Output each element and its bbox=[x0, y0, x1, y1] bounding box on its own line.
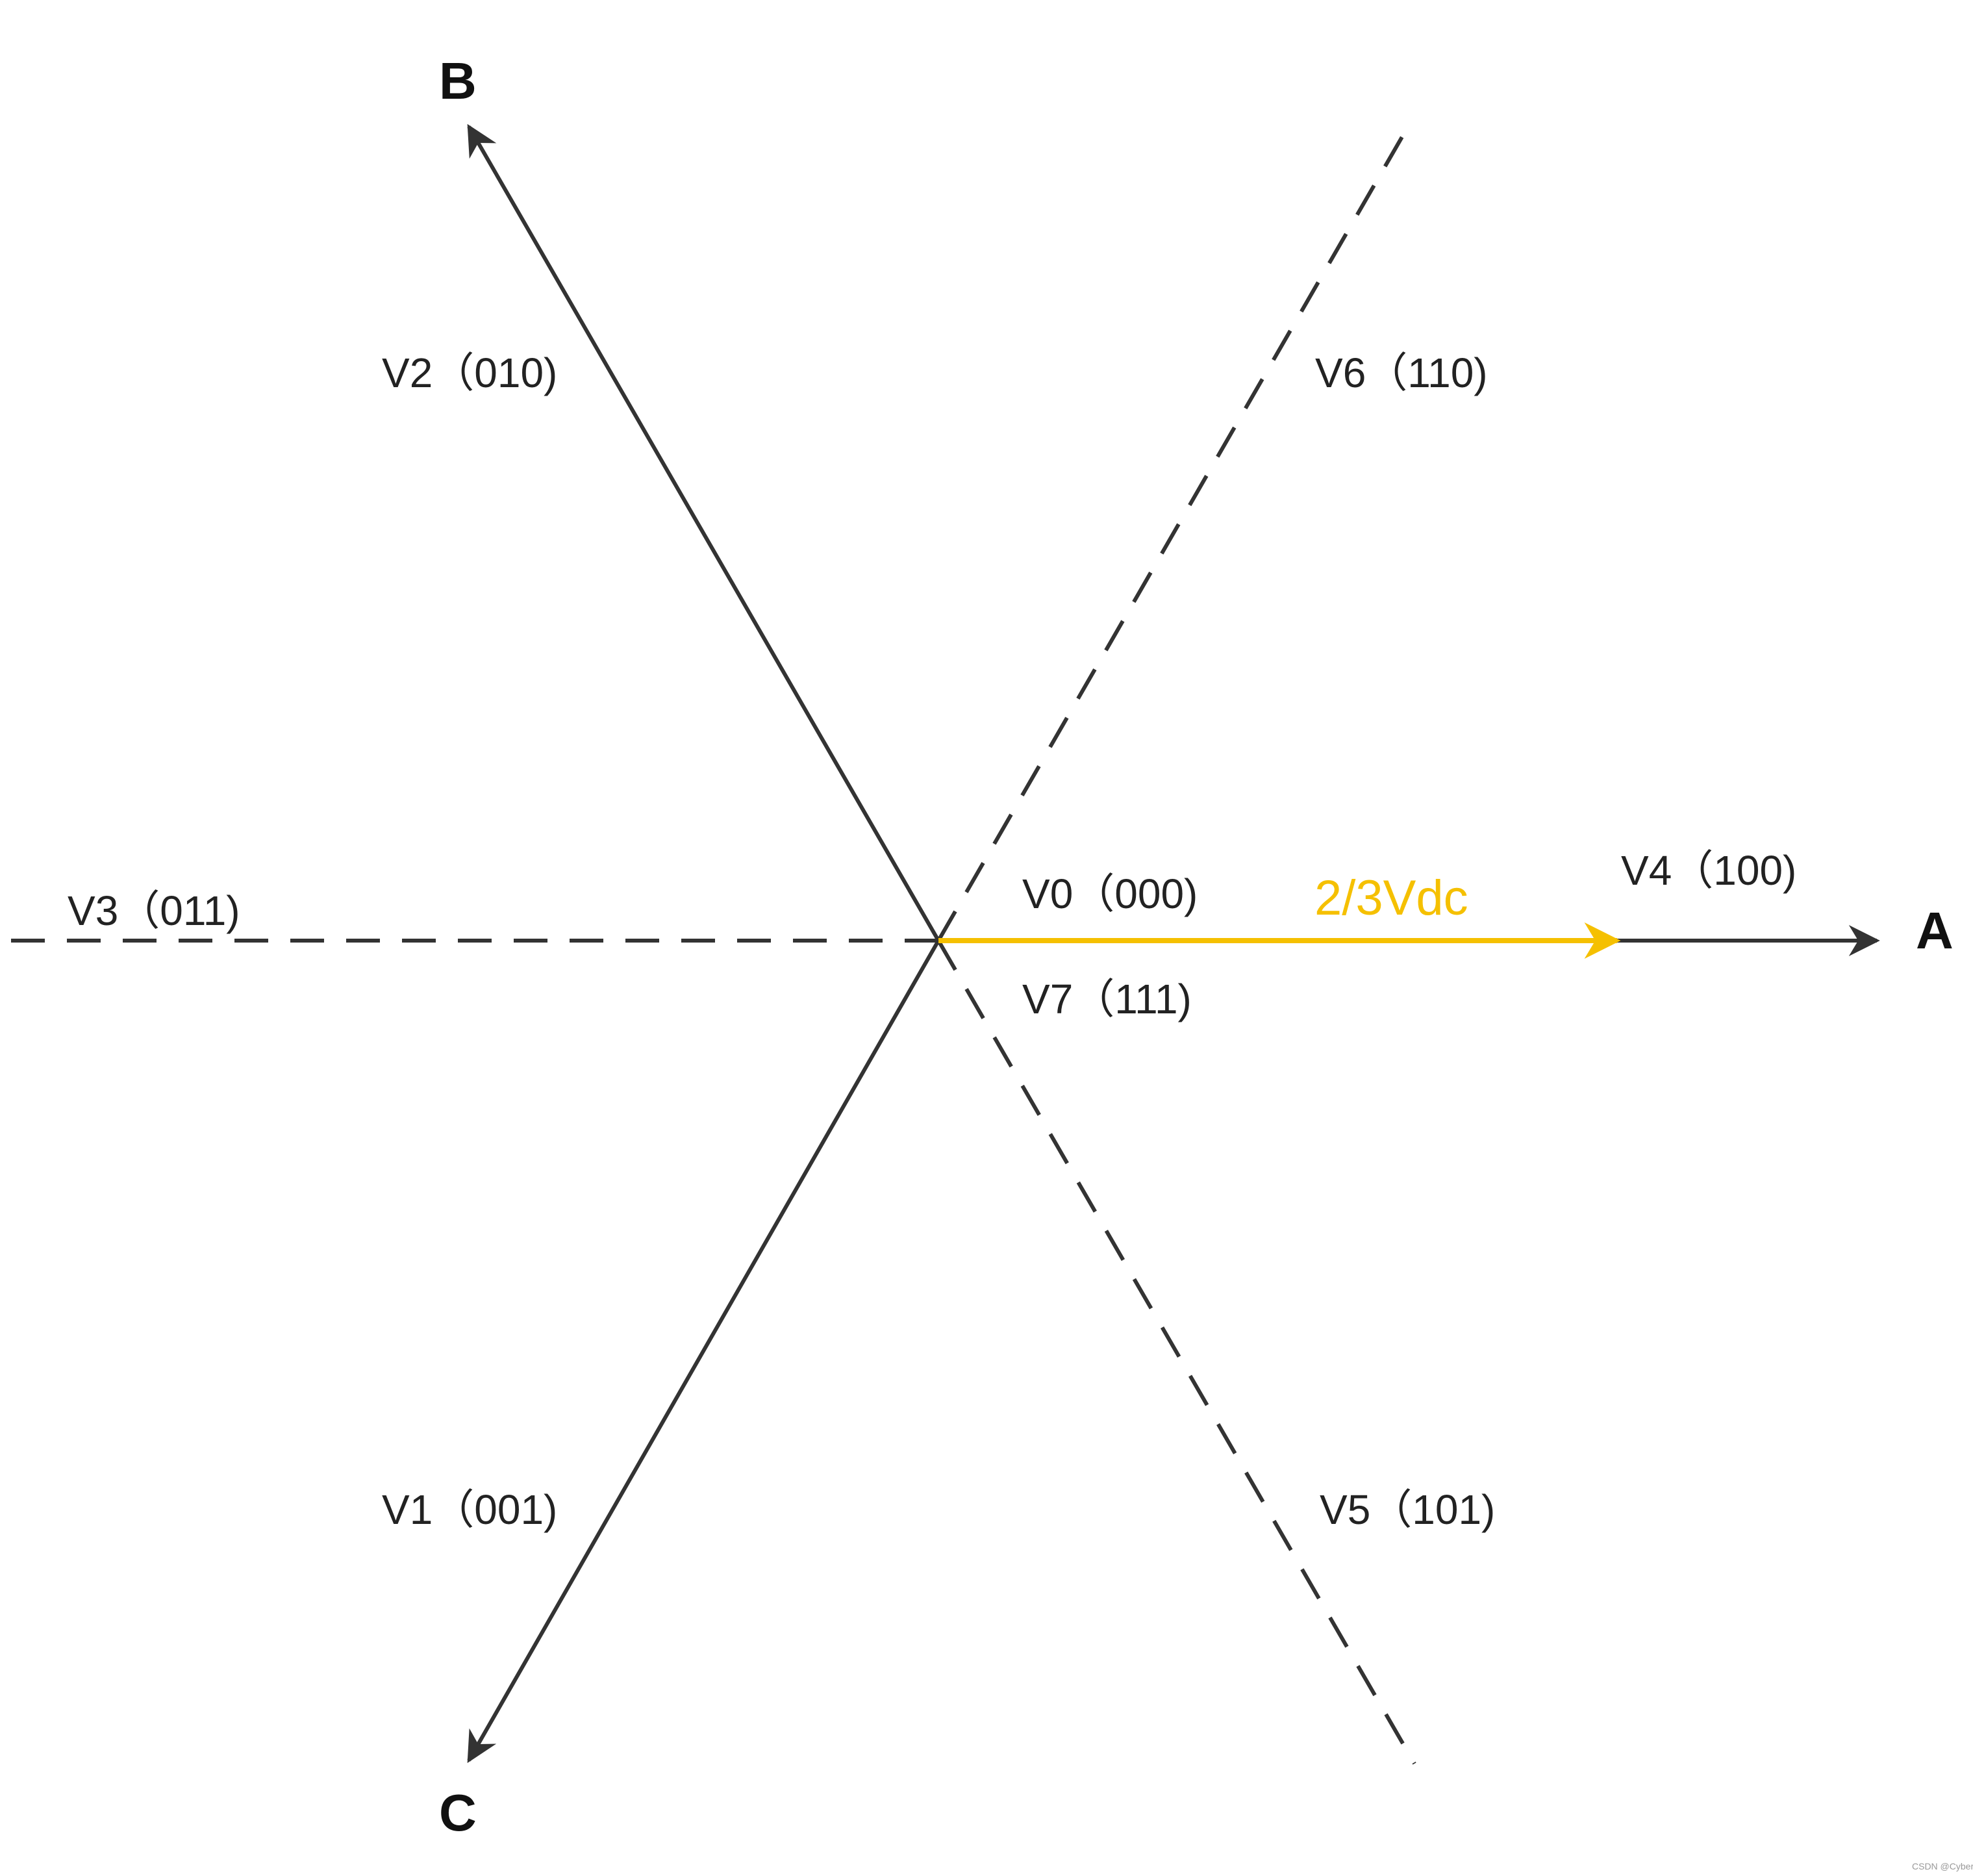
vector-label-v0: V0（000) bbox=[1022, 870, 1198, 917]
dashed-axis-negative-c bbox=[936, 125, 1410, 942]
vector-label-v1: V1（001) bbox=[382, 1486, 557, 1533]
axis-c-label: C bbox=[439, 1784, 477, 1842]
vector-label-v5: V5（101) bbox=[1320, 1486, 1495, 1533]
vector-label-v3: V3（011) bbox=[68, 887, 240, 934]
watermark: CSDN @Cyber.L bbox=[1912, 1861, 1973, 1871]
vector-label-v2: V2（010) bbox=[382, 349, 557, 396]
vector-label-v6: V6（110) bbox=[1315, 349, 1488, 396]
vector-label-v7: V7（111) bbox=[1022, 976, 1192, 1022]
axis-c-line bbox=[467, 939, 940, 1764]
axis-b-label: B bbox=[439, 52, 477, 110]
dashed-axis-negative-b bbox=[936, 939, 1416, 1765]
vector-label-v4: V4（100) bbox=[1621, 847, 1796, 894]
axis-b-line bbox=[467, 123, 940, 942]
axis-a-label: A bbox=[1916, 902, 1954, 959]
amplitude-label: 2/3Vdc bbox=[1314, 870, 1468, 926]
